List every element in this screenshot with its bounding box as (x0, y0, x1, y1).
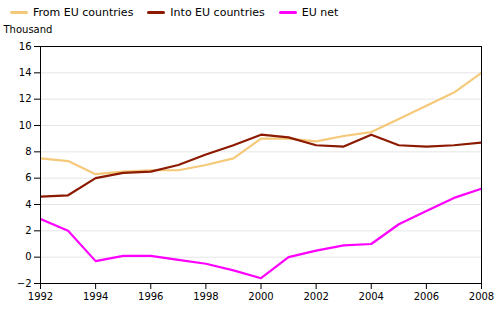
svg-text:−2: −2 (17, 278, 32, 289)
svg-text:1992: 1992 (28, 291, 53, 302)
svg-text:1996: 1996 (138, 291, 163, 302)
html-text:EU net: EU net (301, 5, 339, 19)
html-text:From EU countries: From EU countries (33, 5, 134, 19)
svg-text:10: 10 (19, 120, 32, 131)
svg-text:0: 0 (25, 251, 31, 262)
svg-text:2000: 2000 (248, 291, 273, 302)
svg-text:2008: 2008 (469, 291, 494, 302)
svg-text:2004: 2004 (359, 291, 384, 302)
svg-text:1998: 1998 (193, 291, 218, 302)
svg-text:1994: 1994 (83, 291, 108, 302)
svg-text:Thousand: Thousand (3, 24, 53, 35)
svg-text:12: 12 (19, 93, 32, 104)
html-text:Into EU countries: Into EU countries (170, 5, 265, 19)
svg-text:2002: 2002 (303, 291, 328, 302)
svg-text:16: 16 (19, 41, 32, 52)
svg-text:8: 8 (25, 146, 31, 157)
svg-text:4: 4 (25, 199, 31, 210)
svg-text:6: 6 (25, 172, 31, 183)
svg-text:2006: 2006 (414, 291, 439, 302)
svg-text:14: 14 (19, 67, 32, 78)
svg-text:2: 2 (25, 225, 31, 236)
